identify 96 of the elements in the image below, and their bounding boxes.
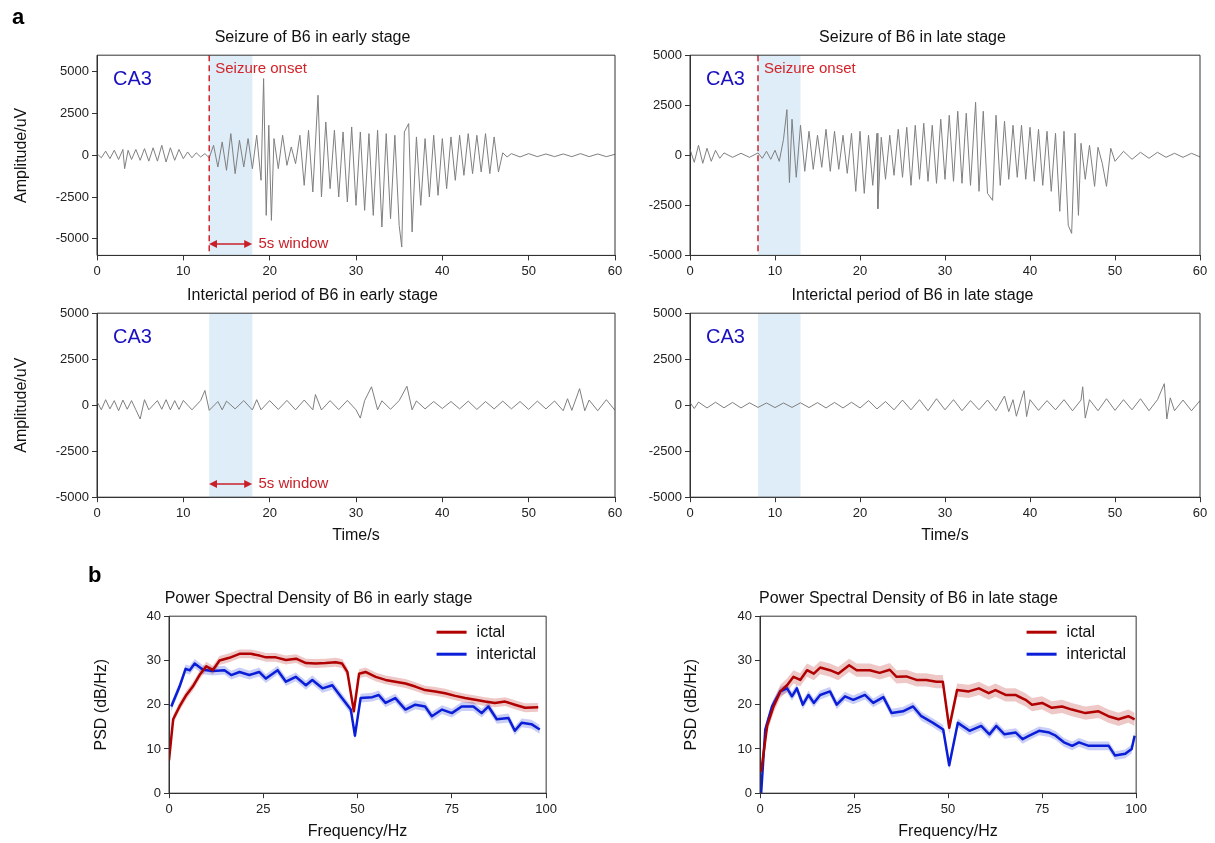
y-tick-label: 0: [674, 396, 682, 412]
y-axis-title: PSD (dB/Hz): [682, 658, 700, 751]
chart-title: Seizure of B6 in early stage: [214, 28, 411, 46]
y-tick-label: 5000: [60, 63, 89, 79]
chart-title: Seizure of B6 in late stage: [819, 28, 1006, 46]
y-tick-label: 0: [81, 146, 89, 162]
x-tick-label: 0: [686, 504, 694, 520]
x-tick-label: 30: [348, 504, 364, 520]
ref-line-label: Seizure onset: [764, 59, 857, 77]
text: a: [12, 4, 25, 30]
x-tick-label: 0: [93, 504, 101, 520]
y-tick-label: 2500: [60, 350, 89, 366]
y-tick-label: 40: [146, 607, 161, 623]
x-tick-label: 100: [535, 800, 558, 816]
x-tick-label: 10: [176, 262, 191, 278]
x-tick-label: 60: [1192, 262, 1208, 278]
x-tick-label: 60: [1192, 504, 1208, 520]
x-tick-label: 30: [348, 262, 364, 278]
legend-label: ictal: [476, 622, 506, 640]
ref-line-label: Seizure onset: [215, 59, 308, 77]
y-tick-label: -5000: [648, 488, 682, 504]
x-tick-label: 0: [93, 262, 101, 278]
y-tick-label: 20: [737, 696, 752, 712]
y-tick-label: -2500: [648, 442, 682, 458]
y-tick-label: 5000: [653, 304, 682, 320]
y-tick-label: 2500: [653, 350, 682, 366]
y-tick-label: -2500: [648, 196, 682, 212]
x-tick-label: 0: [686, 262, 694, 278]
y-tick-label: -2500: [55, 442, 89, 458]
x-tick-label: 30: [937, 504, 953, 520]
annotation: CA3: [113, 324, 152, 347]
x-tick-label: 40: [435, 504, 450, 520]
chart-title: Power Spectral Density of B6 in early stage: [164, 589, 473, 607]
y-axis-title: Amplitude/uV: [12, 357, 30, 453]
y-tick-label: -5000: [648, 246, 682, 262]
x-tick-label: 75: [1034, 800, 1050, 816]
x-tick-label: 60: [607, 504, 623, 520]
y-tick-label: 10: [146, 740, 161, 756]
x-tick-label: 50: [521, 262, 536, 278]
x-tick-label: 50: [940, 800, 956, 816]
x-axis-title: Time/s: [332, 525, 380, 543]
chart-title: Interictal period of B6 in late stage: [791, 286, 1034, 304]
x-tick-label: 20: [852, 504, 868, 520]
x-tick-label: 25: [846, 800, 862, 816]
x-tick-label: 20: [852, 262, 868, 278]
x-tick-label: 60: [607, 262, 623, 278]
x-tick-label: 0: [165, 800, 173, 816]
x-tick-label: 10: [767, 504, 783, 520]
y-tick-label: 2500: [60, 105, 89, 121]
x-tick-label: 10: [176, 504, 191, 520]
y-tick-label: -5000: [55, 230, 89, 246]
x-tick-label: 30: [937, 262, 953, 278]
x-tick-label: 50: [350, 800, 365, 816]
legend-label: interictal: [476, 644, 537, 662]
chart-title: Power Spectral Density of B6 in late stage: [759, 589, 1059, 607]
legend-label: interictal: [1066, 644, 1127, 662]
y-tick-label: 0: [674, 146, 682, 162]
annotation: CA3: [706, 324, 745, 347]
x-tick-label: 50: [1107, 504, 1123, 520]
x-axis-title: Frequency/Hz: [898, 821, 998, 839]
y-axis-title: Amplitude/uV: [12, 107, 30, 203]
x-tick-label: 50: [521, 504, 536, 520]
y-tick-label: 30: [146, 652, 161, 668]
y-tick-label: 2500: [653, 96, 682, 112]
y-tick-label: -2500: [55, 188, 89, 204]
x-tick-label: 50: [1107, 262, 1123, 278]
y-tick-label: 5000: [653, 46, 682, 62]
x-tick-label: 20: [262, 262, 277, 278]
y-tick-label: 0: [153, 784, 161, 800]
x-tick-label: 25: [256, 800, 271, 816]
x-tick-label: 100: [1125, 800, 1148, 816]
x-tick-label: 0: [756, 800, 764, 816]
y-axis-title: PSD (dB/Hz): [92, 658, 110, 751]
y-tick-label: 0: [81, 396, 89, 412]
x-axis-title: Time/s: [921, 525, 969, 543]
annotation: CA3: [706, 66, 745, 89]
text: b: [88, 562, 102, 588]
annotation: 5s window: [258, 474, 329, 492]
y-tick-label: 30: [737, 652, 752, 668]
x-tick-label: 40: [435, 262, 450, 278]
annotation: CA3: [113, 66, 152, 89]
chart-title: Interictal period of B6 in early stage: [187, 286, 438, 304]
x-tick-label: 40: [1022, 262, 1038, 278]
y-tick-label: 20: [146, 696, 161, 712]
y-tick-label: 0: [744, 784, 752, 800]
x-tick-label: 75: [444, 800, 460, 816]
x-tick-label: 40: [1022, 504, 1038, 520]
x-axis-title: Frequency/Hz: [307, 821, 408, 839]
legend-label: ictal: [1066, 622, 1096, 640]
y-tick-label: 40: [737, 607, 752, 623]
y-tick-label: 10: [737, 740, 752, 756]
annotation: 5s window: [258, 233, 329, 251]
y-tick-label: 5000: [60, 304, 89, 320]
y-tick-label: -5000: [55, 488, 89, 504]
x-tick-label: 20: [262, 504, 277, 520]
x-tick-label: 10: [767, 262, 783, 278]
